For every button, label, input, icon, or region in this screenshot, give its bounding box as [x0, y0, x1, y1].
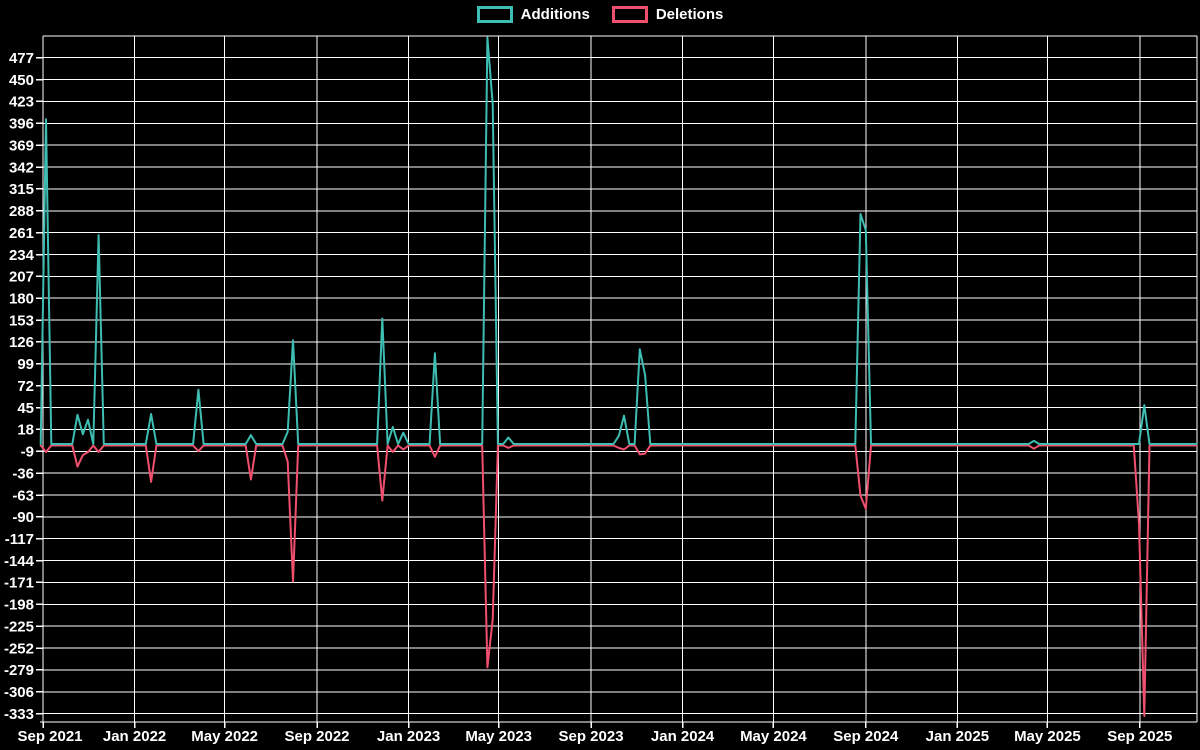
y-tick-label: 423: [9, 94, 34, 111]
y-tick-label: 18: [17, 422, 34, 439]
y-tick-label: 396: [9, 116, 34, 133]
deletions-line[interactable]: [39, 444, 1198, 717]
y-tick-label: -225: [4, 618, 34, 635]
grid: [40, 35, 1198, 723]
y-tick-label: 126: [9, 334, 34, 351]
y-tick-label: -279: [4, 662, 34, 679]
x-tick-label: May 2023: [465, 728, 532, 745]
y-tick-label: 180: [9, 290, 34, 307]
y-axis-labels: 477 450 423 396 369 342 315 288 261 234 207 180 153 1…: [4, 50, 35, 723]
y-tick-label: 261: [9, 225, 34, 242]
x-tick-label: Sep 2023: [558, 728, 623, 745]
axis-ticks: [36, 56, 1141, 728]
deletions-swatch-icon: [611, 6, 648, 23]
y-tick-label: 477: [9, 50, 34, 67]
y-tick-label: 234: [9, 247, 35, 264]
y-tick-label: 450: [9, 72, 34, 89]
x-tick-label: Sep 2024: [833, 728, 899, 745]
legend-item-deletions[interactable]: Deletions: [611, 6, 724, 23]
legend-item-additions[interactable]: Additions: [476, 6, 590, 23]
y-tick-label: -9: [21, 444, 34, 461]
y-tick-label: 342: [9, 159, 34, 176]
x-tick-label: Sep 2025: [1107, 728, 1172, 745]
y-tick-label: 288: [9, 203, 34, 220]
y-tick-label: 369: [9, 137, 34, 154]
y-tick-label: 99: [17, 356, 34, 373]
x-axis-labels: Sep 2021 Jan 2022 May 2022 Sep 2022 Jan 2023…: [17, 728, 1172, 745]
x-tick-label: Jan 2025: [926, 728, 989, 745]
y-tick-label: 315: [9, 181, 34, 198]
y-tick-label: -306: [4, 684, 34, 701]
additions-swatch-icon: [476, 6, 513, 23]
additions-legend-label: Additions: [520, 6, 590, 23]
x-tick-label: May 2024: [740, 728, 807, 745]
y-tick-label: -36: [12, 465, 34, 482]
y-tick-label: -144: [4, 553, 35, 570]
chart-legend: Additions Deletions: [0, 6, 1200, 23]
y-tick-label: -63: [12, 487, 34, 504]
additions-line[interactable]: [39, 36, 1198, 445]
x-tick-label: May 2022: [191, 728, 258, 745]
y-tick-label: 45: [17, 400, 34, 417]
x-tick-label: Jan 2022: [103, 728, 166, 745]
x-tick-label: May 2025: [1014, 728, 1081, 745]
y-tick-label: 153: [9, 312, 34, 329]
y-tick-label: -171: [4, 575, 34, 592]
x-tick-label: Jan 2023: [377, 728, 440, 745]
x-tick-label: Sep 2021: [17, 728, 82, 745]
y-tick-label: -90: [12, 509, 34, 526]
y-tick-label: -117: [5, 531, 34, 548]
y-tick-label: 207: [9, 269, 34, 286]
y-tick-label: -333: [4, 706, 34, 723]
deletions-legend-label: Deletions: [655, 6, 724, 23]
y-tick-label: 72: [17, 378, 34, 395]
x-tick-label: Sep 2022: [284, 728, 349, 745]
y-tick-label: -198: [4, 597, 34, 614]
y-tick-label: -252: [4, 640, 34, 657]
x-tick-label: Jan 2024: [651, 728, 715, 745]
